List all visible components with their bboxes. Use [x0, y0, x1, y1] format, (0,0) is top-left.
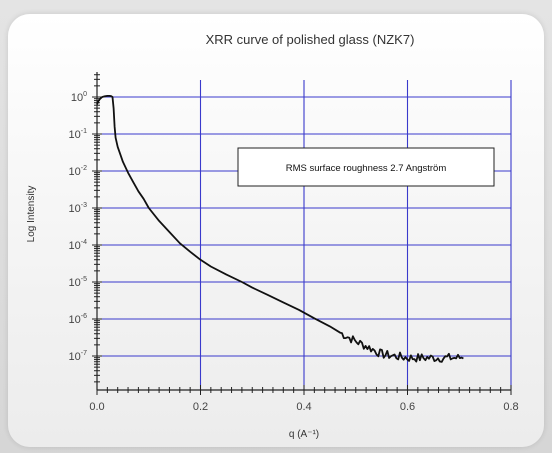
- x-axis-label: q (A⁻¹): [289, 429, 319, 440]
- reflectivity-curve: [96, 95, 464, 363]
- series-layer: [96, 95, 464, 363]
- x-tick-label: 0.2: [193, 401, 208, 413]
- y-tick-label: 10-3: [69, 202, 88, 215]
- annotation-box-border: [237, 147, 495, 187]
- y-tick-label: 10-5: [69, 276, 88, 289]
- y-axis-label: Log Intensity: [26, 186, 37, 243]
- annotation-box: RMS surface roughness 2.7 Angström: [237, 147, 495, 187]
- x-tick-label: 0.4: [296, 401, 311, 413]
- y-tick-label: 10-4: [69, 239, 88, 252]
- tick-label-layer: 100 10-1 10-2 10-3 10-4 10-5 10-6 10-7 0.0 0.2 0.4…: [69, 91, 519, 413]
- grid-layer: [97, 80, 512, 390]
- y-tick-label: 100: [71, 91, 87, 104]
- y-tick-label: 10-1: [69, 128, 88, 141]
- x-tick-label: 0.6: [400, 401, 415, 413]
- y-tick-label: 10-6: [69, 313, 88, 326]
- chart-title: XRR curve of polished glass (NZK7): [206, 32, 415, 47]
- annotation-text: RMS surface roughness 2.7 Angström: [286, 163, 447, 174]
- x-tick-label: 0.0: [89, 401, 104, 413]
- x-tick-label: 0.8: [503, 401, 518, 413]
- y-tick-label: 10-2: [69, 165, 88, 178]
- y-tick-label: 10-7: [69, 350, 88, 363]
- axis-layer: [92, 72, 512, 395]
